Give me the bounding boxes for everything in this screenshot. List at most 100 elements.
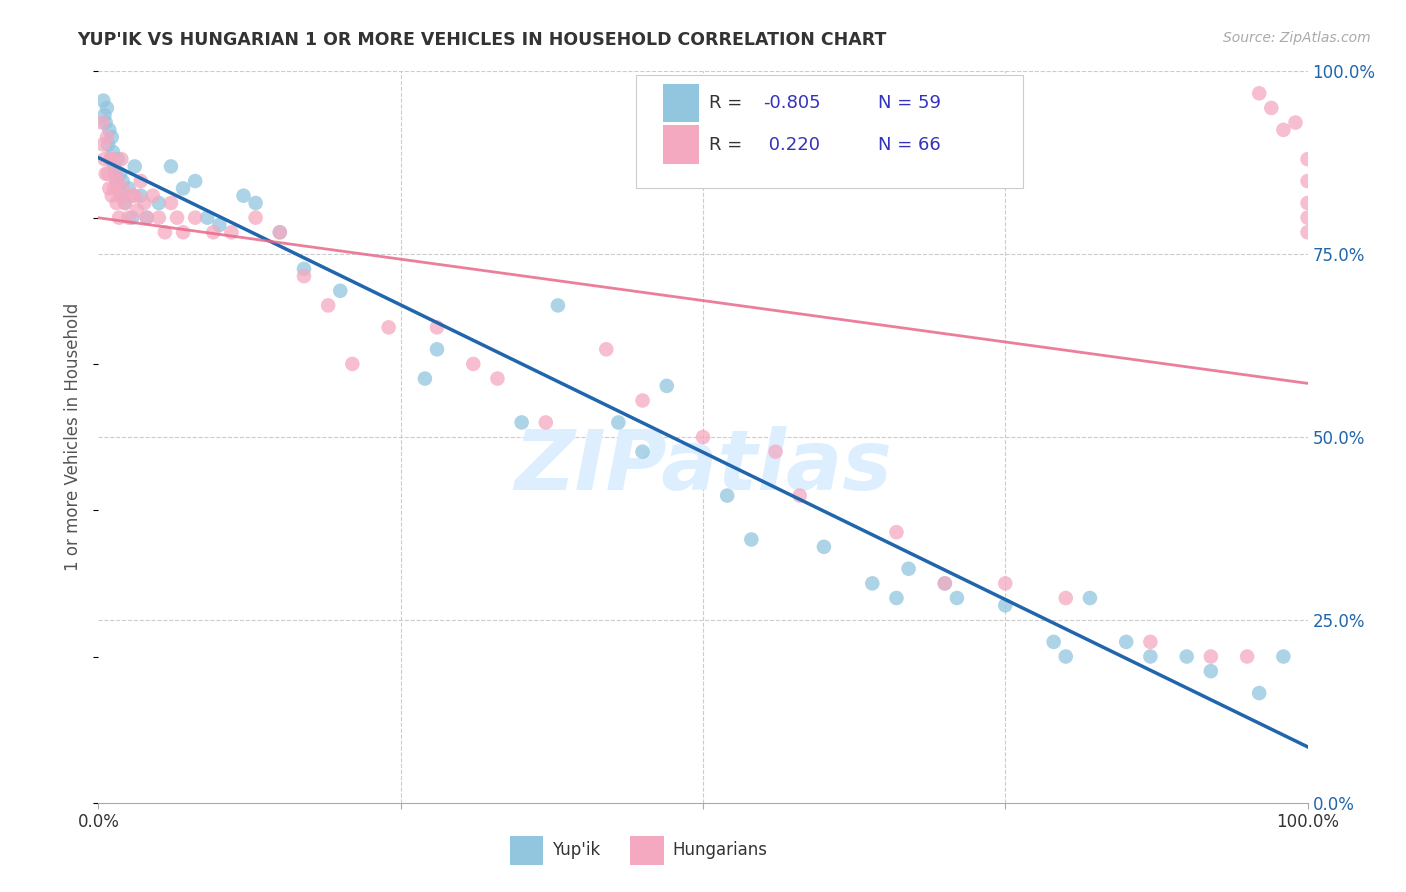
Point [765,444,787,458]
Point [292,261,315,276]
Point [1139,635,1161,649]
Point [124,188,146,202]
Point [1078,591,1101,605]
Point [96,101,118,115]
Point [142,188,165,202]
Point [1296,152,1319,166]
Point [97,167,120,181]
Point [934,576,956,591]
Point [97,137,120,152]
Point [1296,174,1319,188]
Point [100,188,122,202]
Point [94,115,117,129]
Point [1272,649,1295,664]
Point [1199,664,1222,678]
Point [104,167,127,181]
Text: -0.805: -0.805 [763,94,821,112]
Point [1115,635,1137,649]
Point [135,211,157,225]
Point [316,298,339,312]
Point [107,152,129,166]
Point [98,181,121,195]
Point [103,181,125,195]
Point [426,320,449,334]
Point [789,489,811,503]
Point [100,152,122,166]
Point [110,188,132,202]
Point [860,576,883,591]
Point [121,211,143,225]
Text: Yup'ik: Yup'ik [551,841,600,859]
Point [172,181,194,195]
FancyBboxPatch shape [637,75,1024,188]
Text: 0.220: 0.220 [763,136,821,153]
Point [486,371,509,385]
Point [595,343,617,357]
Point [813,540,835,554]
Point [108,181,131,195]
Point [413,371,436,385]
Point [148,211,170,225]
Bar [509,836,543,865]
Point [426,343,449,357]
Point [101,152,124,166]
Point [1296,196,1319,211]
Point [994,576,1017,591]
Point [104,167,127,181]
Point [1042,635,1064,649]
Point [716,489,738,503]
Point [105,196,128,211]
Point [118,211,141,225]
Point [148,196,170,211]
Y-axis label: 1 or more Vehicles in Household: 1 or more Vehicles in Household [65,303,83,571]
Point [114,196,136,211]
Point [127,203,149,218]
Point [91,137,114,152]
Point [129,174,152,188]
Point [534,416,557,430]
Point [111,174,134,188]
Point [946,591,969,605]
Point [100,130,122,145]
Point [1260,101,1282,115]
Point [269,225,291,239]
Point [245,211,267,225]
Text: N = 66: N = 66 [879,136,941,153]
Point [1139,649,1161,664]
Point [93,152,115,166]
Point [1249,87,1271,101]
Point [114,196,136,211]
Point [96,130,118,145]
Point [101,145,124,159]
Point [1249,686,1271,700]
Bar [664,126,699,163]
Point [108,211,131,225]
Point [160,160,183,174]
Point [1175,649,1198,664]
Point [269,225,291,239]
Point [897,562,920,576]
Text: Hungarians: Hungarians [672,841,768,859]
Point [118,181,141,195]
Point [108,167,131,181]
Point [886,525,908,540]
Point [134,196,156,211]
Text: R =: R = [709,94,748,112]
Point [1284,115,1306,129]
Point [107,174,129,188]
Point [108,188,131,202]
Point [994,599,1017,613]
Text: N = 59: N = 59 [879,94,942,112]
Text: R =: R = [709,136,748,153]
Point [1296,225,1319,239]
Point [245,196,267,211]
Point [510,416,533,430]
Point [166,211,188,225]
Point [93,108,115,122]
Point [94,167,117,181]
Point [153,225,176,239]
Point [111,181,134,195]
Point [98,123,121,137]
Point [221,225,243,239]
Point [1272,123,1295,137]
